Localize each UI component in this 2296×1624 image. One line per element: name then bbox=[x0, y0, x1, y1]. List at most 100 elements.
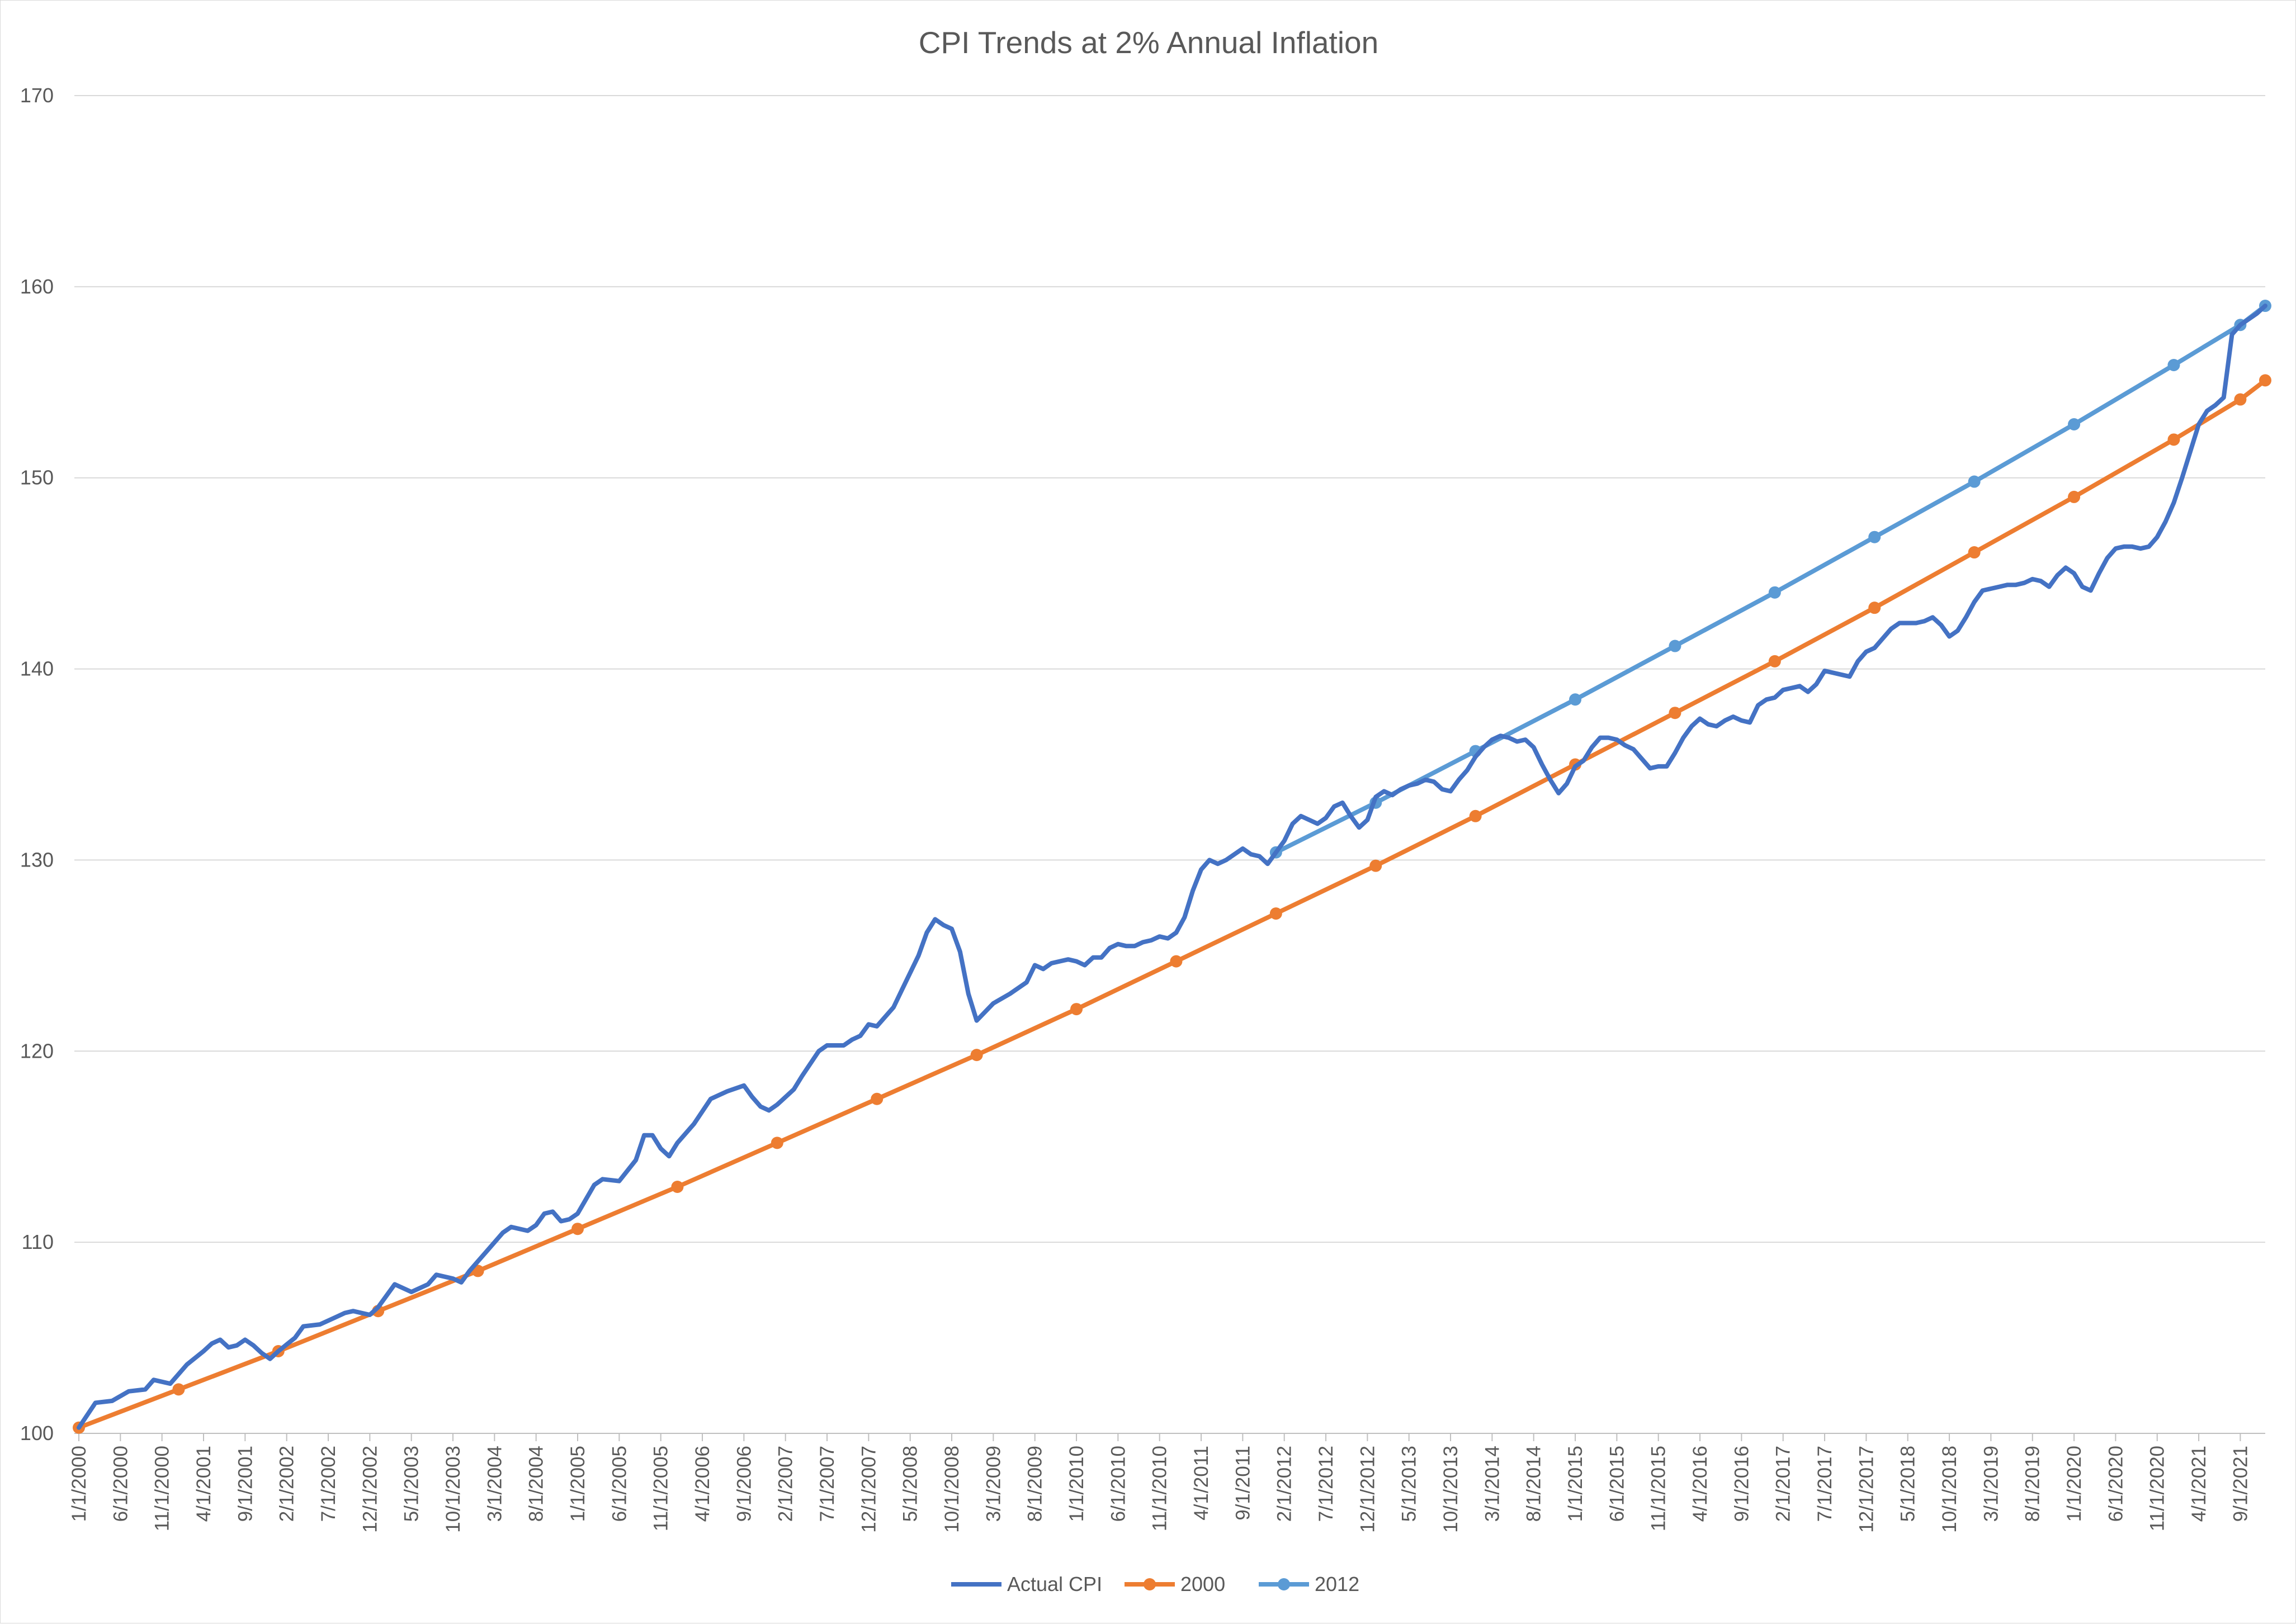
legend-label: 2012 bbox=[1315, 1573, 1359, 1595]
x-tick-label: 5/1/2008 bbox=[900, 1446, 922, 1522]
x-tick-label: 7/1/2007 bbox=[816, 1446, 838, 1522]
x-tick-label: 1/1/2015 bbox=[1565, 1446, 1586, 1522]
data-point bbox=[1968, 475, 1981, 488]
data-point bbox=[1070, 1003, 1083, 1016]
y-tick-label: 140 bbox=[20, 657, 54, 680]
x-tick-label: 6/1/2010 bbox=[1107, 1446, 1129, 1522]
gridlines bbox=[74, 95, 2265, 1434]
y-tick-label: 110 bbox=[22, 1230, 54, 1253]
legend: Actual CPI 2000 2012 bbox=[951, 1573, 1359, 1595]
x-tick-label: 10/1/2003 bbox=[442, 1446, 464, 1533]
legend-item: Actual CPI bbox=[951, 1573, 1102, 1595]
x-tick-label: 7/1/2012 bbox=[1315, 1446, 1337, 1522]
data-point bbox=[1768, 586, 1781, 599]
x-tick-label: 11/1/2020 bbox=[2147, 1446, 2169, 1531]
data-point bbox=[970, 1049, 983, 1062]
data-point bbox=[1968, 546, 1981, 559]
x-tick-label: 7/1/2017 bbox=[1814, 1446, 1836, 1522]
data-point bbox=[2068, 490, 2081, 503]
series-line bbox=[1273, 304, 2267, 855]
chart-title: CPI Trends at 2% Annual Inflation bbox=[919, 25, 1378, 60]
y-tick-label: 130 bbox=[20, 848, 54, 871]
x-tick-label: 9/1/2006 bbox=[733, 1446, 755, 1522]
x-tick-label: 2/1/2017 bbox=[1773, 1446, 1794, 1522]
y-axis-ticks: 100 110 120 130 140 150 160 170 bbox=[20, 84, 54, 1445]
data-point bbox=[2259, 374, 2271, 387]
x-tick-label: 8/1/2009 bbox=[1024, 1446, 1046, 1522]
x-tick-label: 4/1/2016 bbox=[1689, 1446, 1711, 1522]
x-tick-label: 4/1/2006 bbox=[692, 1446, 714, 1522]
x-tick-label: 12/1/2002 bbox=[359, 1446, 381, 1533]
x-tick-label: 1/1/2010 bbox=[1066, 1446, 1088, 1522]
x-tick-label: 8/1/2014 bbox=[1523, 1446, 1545, 1522]
data-point bbox=[2234, 393, 2247, 406]
x-tick-label: 5/1/2018 bbox=[1897, 1446, 1919, 1522]
data-point bbox=[1369, 859, 1382, 872]
y-tick-label: 100 bbox=[20, 1422, 54, 1445]
x-tick-label: 3/1/2019 bbox=[1980, 1446, 2002, 1522]
data-point bbox=[2167, 433, 2180, 446]
x-tick-label: 1/1/2020 bbox=[2063, 1446, 2085, 1522]
x-tick-label: 11/1/2005 bbox=[650, 1446, 672, 1531]
x-tick-label: 3/1/2014 bbox=[1481, 1446, 1503, 1522]
legend-marker bbox=[1278, 1578, 1290, 1590]
series-line bbox=[77, 378, 2267, 1430]
legend-label: Actual CPI bbox=[1007, 1573, 1102, 1595]
x-axis-ticks: 1/1/2000 6/1/2000 11/1/2000 4/1/2001 9/1/200… bbox=[68, 1433, 2251, 1533]
data-point bbox=[771, 1137, 783, 1149]
data-point bbox=[1669, 707, 1681, 719]
x-tick-label: 11/1/2010 bbox=[1149, 1446, 1171, 1531]
x-tick-label: 1/1/2000 bbox=[68, 1446, 90, 1522]
y-tick-label: 160 bbox=[20, 275, 54, 298]
legend-label: 2000 bbox=[1180, 1573, 1225, 1595]
x-tick-label: 1/1/2005 bbox=[567, 1446, 589, 1522]
x-tick-label: 10/1/2008 bbox=[941, 1446, 963, 1533]
x-tick-label: 7/1/2002 bbox=[318, 1446, 339, 1522]
series-actual-cpi bbox=[77, 304, 2267, 1430]
data-point bbox=[571, 1223, 584, 1235]
x-tick-label: 8/1/2004 bbox=[526, 1446, 547, 1522]
x-tick-label: 9/1/2016 bbox=[1731, 1446, 1752, 1522]
x-tick-label: 2/1/2012 bbox=[1274, 1446, 1296, 1522]
x-tick-label: 10/1/2013 bbox=[1440, 1446, 1462, 1533]
data-point bbox=[1669, 640, 1681, 652]
x-tick-label: 6/1/2005 bbox=[608, 1446, 630, 1522]
x-tick-label: 3/1/2004 bbox=[484, 1446, 506, 1522]
x-tick-label: 6/1/2000 bbox=[110, 1446, 131, 1522]
x-tick-label: 3/1/2009 bbox=[982, 1446, 1004, 1522]
series-lines bbox=[73, 300, 2271, 1434]
x-tick-label: 6/1/2015 bbox=[1606, 1446, 1628, 1522]
data-point bbox=[1469, 809, 1482, 822]
data-point bbox=[1170, 955, 1183, 968]
series-line bbox=[77, 304, 2267, 1430]
y-tick-label: 150 bbox=[20, 466, 54, 489]
x-tick-label: 4/1/2001 bbox=[193, 1446, 215, 1522]
legend-item: 2000 bbox=[1125, 1573, 1225, 1595]
data-point bbox=[871, 1092, 884, 1105]
x-tick-label: 4/1/2011 bbox=[1190, 1446, 1212, 1521]
x-tick-label: 9/1/2001 bbox=[234, 1446, 256, 1522]
y-tick-label: 120 bbox=[20, 1039, 54, 1062]
x-tick-label: 2/1/2002 bbox=[276, 1446, 298, 1522]
data-point bbox=[671, 1181, 684, 1194]
data-point bbox=[2068, 418, 2081, 430]
x-tick-label: 4/1/2021 bbox=[2188, 1446, 2210, 1522]
x-tick-label: 8/1/2019 bbox=[2022, 1446, 2044, 1522]
series-2000 bbox=[73, 374, 2271, 1434]
x-tick-label: 12/1/2017 bbox=[1855, 1446, 1877, 1533]
legend-marker bbox=[1144, 1578, 1156, 1590]
data-point bbox=[172, 1383, 185, 1396]
x-tick-label: 12/1/2012 bbox=[1357, 1446, 1378, 1533]
x-tick-label: 10/1/2018 bbox=[1939, 1446, 1960, 1533]
x-tick-label: 9/1/2021 bbox=[2229, 1446, 2251, 1522]
x-tick-label: 5/1/2003 bbox=[401, 1446, 423, 1522]
legend-item: 2012 bbox=[1259, 1573, 1359, 1595]
x-tick-label: 2/1/2007 bbox=[775, 1446, 797, 1522]
x-tick-label: 6/1/2020 bbox=[2105, 1446, 2127, 1522]
x-tick-label: 5/1/2013 bbox=[1399, 1446, 1420, 1522]
data-point bbox=[1868, 602, 1881, 614]
data-point bbox=[1569, 693, 1582, 706]
x-tick-label: 11/1/2015 bbox=[1648, 1446, 1670, 1531]
